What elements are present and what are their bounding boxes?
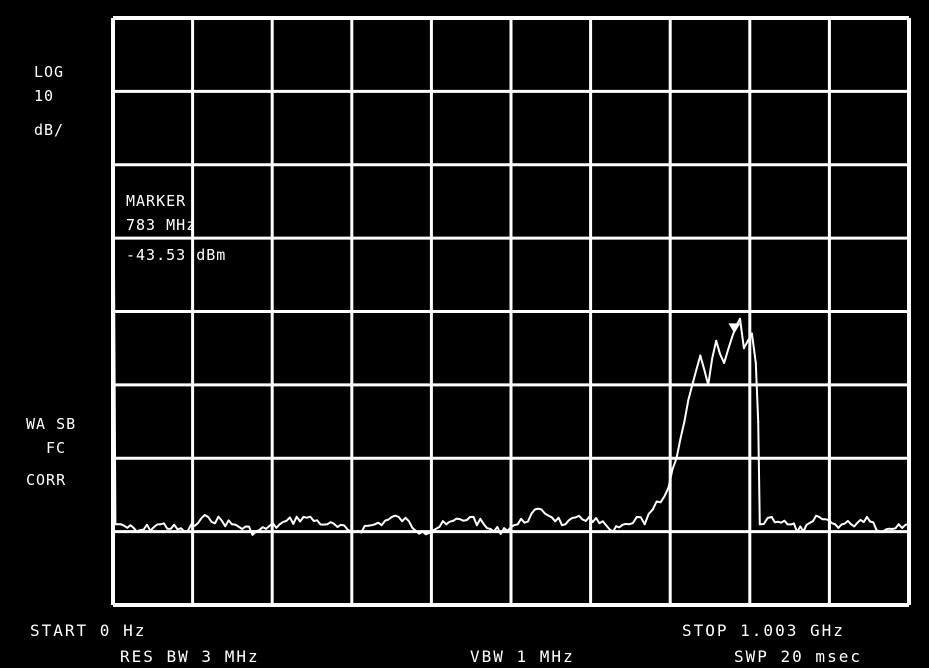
trace-point bbox=[881, 530, 884, 533]
trace-point bbox=[445, 523, 448, 526]
trace-point bbox=[742, 347, 745, 350]
trace-point bbox=[492, 530, 495, 533]
trace-point bbox=[564, 523, 567, 526]
trace-point bbox=[707, 383, 710, 386]
trace-point bbox=[254, 530, 257, 533]
marker-title: MARKER bbox=[126, 192, 187, 210]
trace-point bbox=[397, 515, 400, 518]
trace-point bbox=[770, 515, 773, 518]
trace-layer bbox=[112, 90, 910, 536]
graticule bbox=[111, 16, 911, 607]
trace-point bbox=[908, 523, 910, 526]
trace-point bbox=[667, 486, 670, 489]
start-frequency: START 0 Hz bbox=[30, 621, 147, 640]
trace-point bbox=[818, 515, 821, 518]
status-fc: FC bbox=[46, 439, 67, 457]
trace-point bbox=[588, 515, 591, 518]
trace-point bbox=[373, 523, 376, 526]
trace-point bbox=[469, 515, 472, 518]
trace-point bbox=[738, 317, 741, 320]
trace-point bbox=[207, 515, 210, 518]
trace-point bbox=[350, 530, 353, 533]
trace-point bbox=[627, 523, 630, 526]
trace-point bbox=[675, 457, 678, 460]
trace-point bbox=[114, 523, 117, 526]
trace-point bbox=[278, 523, 281, 526]
stop-frequency: STOP 1.003 GHz bbox=[682, 621, 845, 640]
trace-point bbox=[651, 508, 654, 511]
trace-point bbox=[135, 530, 138, 533]
trace-point bbox=[159, 523, 162, 526]
trace-point bbox=[757, 420, 760, 423]
scale-division-unit: dB/ bbox=[34, 121, 65, 139]
trace-point bbox=[786, 523, 789, 526]
trace-point bbox=[723, 361, 726, 364]
status-corr: CORR bbox=[26, 471, 67, 489]
trace-point bbox=[659, 501, 662, 504]
trace-point bbox=[865, 515, 868, 518]
video-bandwidth: VBW 1 MHz bbox=[470, 647, 575, 666]
scale-division-value: 10 bbox=[34, 87, 55, 105]
trace-point bbox=[683, 420, 686, 423]
resolution-bandwidth: RES BW 3 MHz bbox=[120, 647, 260, 666]
trace-point bbox=[731, 336, 734, 339]
trace-point bbox=[691, 383, 694, 386]
trace-point bbox=[850, 523, 853, 526]
trace-point bbox=[516, 523, 519, 526]
trace-point bbox=[750, 332, 753, 335]
trace-point bbox=[112, 90, 114, 93]
trace-point bbox=[699, 354, 702, 357]
scale-mode-label: LOG bbox=[34, 63, 65, 81]
trace-point bbox=[326, 523, 329, 526]
trace-point bbox=[715, 339, 718, 342]
spectrum-trace bbox=[112, 91, 910, 536]
status-wa-sb: WA SB bbox=[26, 415, 77, 433]
trace-point bbox=[183, 530, 186, 533]
marker-level: -43.53 dBm bbox=[126, 246, 227, 264]
trace-point bbox=[754, 361, 757, 364]
sweep-time: SWP 20 msec bbox=[734, 647, 862, 666]
trace-point bbox=[302, 515, 305, 518]
trace-point bbox=[802, 530, 805, 533]
trace-point bbox=[635, 515, 638, 518]
trace-point bbox=[421, 530, 424, 533]
trace-point bbox=[119, 523, 122, 526]
trace-point bbox=[834, 523, 837, 526]
marker-indicator bbox=[728, 323, 741, 334]
marker-frequency: 783 MHz bbox=[126, 216, 197, 234]
trace-point bbox=[758, 523, 761, 526]
trace-point bbox=[643, 523, 646, 526]
trace-point bbox=[231, 523, 234, 526]
trace-point bbox=[611, 530, 614, 533]
trace-point bbox=[746, 339, 749, 342]
trace-point bbox=[897, 523, 900, 526]
trace-point bbox=[540, 508, 543, 511]
